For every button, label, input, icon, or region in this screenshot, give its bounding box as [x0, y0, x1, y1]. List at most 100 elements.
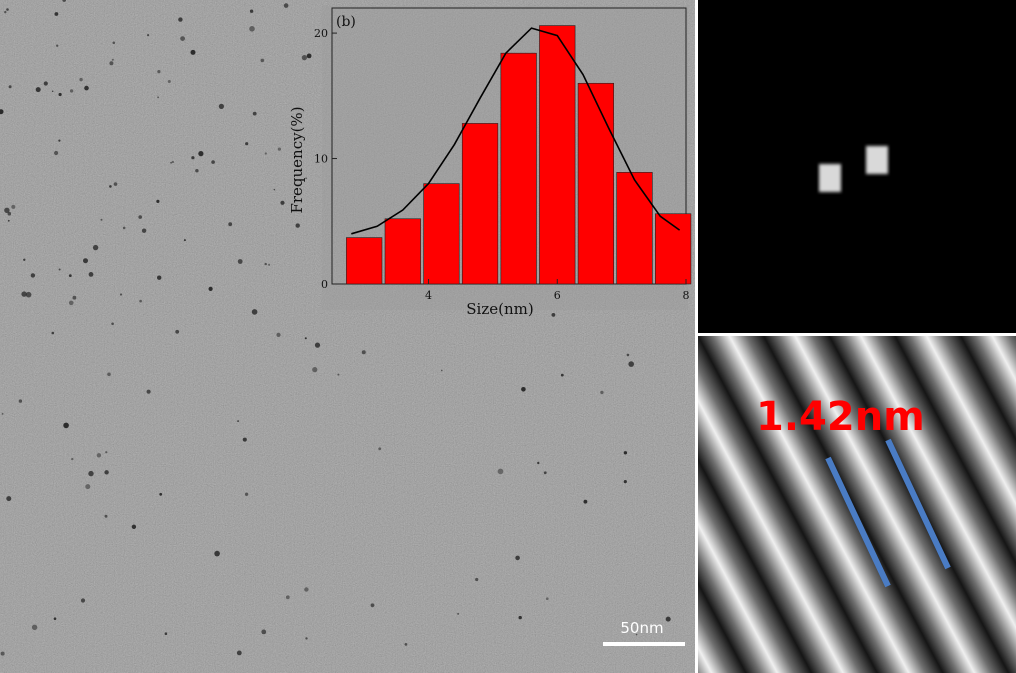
nanoparticle-dot	[475, 577, 479, 582]
histogram-bar	[500, 52, 537, 285]
nanoparticle-dot	[7, 211, 12, 216]
histogram-bar	[655, 213, 692, 285]
nanoparticle-dot	[112, 41, 116, 45]
nanoparticle-dot	[175, 329, 180, 334]
nanoparticle-dot	[141, 228, 147, 233]
nanoparticle-dot	[583, 499, 588, 504]
nanoparticle-dot	[249, 9, 254, 13]
nanoparticle-dot	[107, 372, 111, 377]
nanoparticle-dot	[264, 152, 267, 155]
nanoparticle-dot	[560, 373, 564, 377]
nanoparticle-dot	[457, 612, 460, 615]
nanoparticle-dot	[71, 457, 74, 461]
nanoparticle-dot	[264, 262, 267, 266]
nanoparticle-dot	[85, 484, 91, 490]
nanoparticle-dots	[0, 0, 671, 656]
nanoparticle-dot	[260, 58, 265, 63]
nanoparticle-dot	[228, 222, 233, 227]
nanoparticle-dot	[53, 617, 57, 620]
nanoparticle-dot	[277, 147, 281, 151]
nanoparticle-dot	[68, 300, 74, 306]
nanoparticle-dot	[157, 70, 161, 74]
x-axis-ticks: 4 6 8	[425, 279, 690, 302]
nanoparticle-dot	[378, 447, 382, 451]
nanoparticle-dot	[180, 36, 186, 41]
y-tick-label: 20	[314, 27, 328, 40]
nanoparticle-dot	[104, 470, 109, 475]
nanoparticle-dot	[4, 207, 10, 213]
nanoparticle-dot	[370, 603, 375, 608]
nanoparticle-dot	[111, 58, 114, 61]
nanoparticle-dot	[109, 185, 112, 188]
nanoparticle-dot	[63, 422, 69, 429]
nanoparticle-dot	[665, 616, 671, 622]
nanoparticle-dot	[159, 492, 163, 496]
nanoparticle-dot	[51, 331, 55, 335]
nanoparticle-dot	[56, 44, 59, 47]
lattice-spacing-label: 1.42nm	[756, 394, 925, 440]
nanoparticle-dot	[183, 239, 186, 242]
nanoparticle-dot	[546, 597, 549, 600]
nanoparticle-dot	[4, 10, 7, 14]
nanoparticle-dot	[167, 80, 171, 83]
nanoparticle-dot	[305, 637, 308, 640]
y-axis-label: Frequency(%)	[288, 106, 306, 213]
nanoparticle-dot	[43, 81, 48, 86]
nanoparticle-dot	[191, 156, 195, 160]
nanoparticle-dot	[623, 480, 627, 484]
nanoparticle-dot	[100, 218, 103, 221]
lattice-fringe-canvas: 1.42nm	[698, 336, 1016, 673]
nanoparticle-dot	[283, 3, 289, 8]
nanoparticle-dot	[178, 17, 183, 22]
nanoparticle-dot	[21, 291, 27, 297]
tem-micrograph: (b) 4 6 8 0 10 20 Size(nm) Frequency(%) 50nm	[0, 0, 695, 673]
size-distribution-inset: (b) 4 6 8 0 10 20 Size(nm) Frequency(%)	[288, 6, 692, 318]
y-tick-label: 10	[314, 153, 328, 166]
nanoparticle-dot	[312, 367, 318, 373]
nanoparticle-dot	[122, 226, 126, 230]
fft-pattern-canvas	[698, 0, 1016, 333]
nanoparticle-dot	[537, 461, 540, 465]
nanoparticle-dot	[295, 223, 300, 228]
nanoparticle-dot	[146, 389, 151, 394]
y-axis-ticks: 0 10 20	[314, 27, 337, 291]
nanoparticle-dot	[0, 109, 4, 115]
nanoparticle-dot	[80, 598, 86, 603]
fft-spot-1	[819, 164, 841, 192]
nanoparticle-dot	[138, 215, 142, 219]
nanoparticle-dot	[6, 496, 12, 502]
nanoparticle-dot	[69, 89, 74, 93]
nanoparticle-dot	[88, 272, 94, 277]
nanoparticle-dot	[0, 651, 5, 656]
nanoparticle-dot	[171, 160, 174, 164]
nanoparticle-dot	[623, 451, 628, 455]
fft-background	[698, 0, 1016, 333]
nanoparticle-dot	[195, 169, 199, 173]
nanoparticle-dot	[58, 268, 61, 271]
nanoparticle-dot	[497, 468, 504, 475]
nanoparticle-dot	[252, 111, 257, 116]
nanoparticle-dot	[518, 615, 522, 620]
nanoparticle-dot	[208, 286, 213, 291]
nanoparticle-dot	[251, 309, 258, 315]
x-axis-label: Size(nm)	[466, 300, 533, 318]
nanoparticle-dot	[249, 26, 255, 32]
nanoparticle-dot	[268, 263, 271, 266]
histogram-bar	[616, 172, 653, 285]
scale-bar	[603, 642, 685, 646]
nanoparticle-dot	[515, 555, 520, 561]
nanoparticle-dot	[244, 492, 249, 496]
nanoparticle-dot	[131, 524, 137, 529]
nanoparticle-dot	[261, 629, 267, 635]
nanoparticle-dot	[543, 471, 547, 475]
nanoparticle-dot	[276, 332, 281, 337]
nanoparticle-dot	[68, 274, 72, 277]
nanoparticle-dot	[304, 337, 307, 340]
fft-spot-2	[866, 146, 888, 174]
nanoparticle-dot	[337, 373, 340, 376]
nanoparticle-dot	[214, 550, 220, 557]
nanoparticle-dot	[626, 353, 630, 357]
nanoparticle-dot	[170, 161, 173, 164]
histogram-bar	[423, 183, 460, 285]
nanoparticle-dot	[280, 200, 285, 205]
